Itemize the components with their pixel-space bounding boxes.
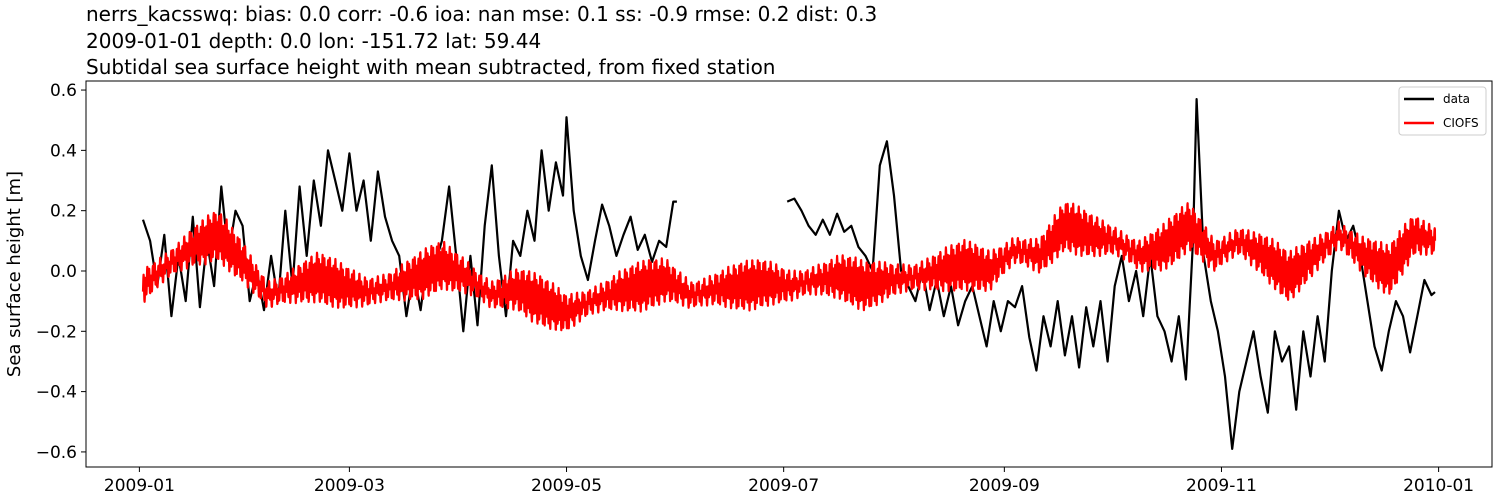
series-line-ciofs-0: [141, 202, 1437, 332]
y-axis-label: Sea surface height [m]: [4, 171, 25, 377]
title-location: 2009-01-01 depth: 0.0 lon: -151.72 lat: …: [86, 29, 542, 53]
legend: data CIOFS: [1398, 86, 1487, 136]
x-tick-label: 2009-03: [314, 476, 385, 496]
x-tick-label: 2009-05: [531, 476, 602, 496]
y-axis: −0.6 −0.4 −0.2 0.0 0.2 0.4 0.6: [36, 81, 86, 463]
x-tick-label: 2009-01: [104, 476, 175, 496]
legend-label-data: data: [1443, 92, 1470, 106]
y-tick-label: 0.6: [50, 81, 77, 101]
y-tick-label: 0.2: [50, 202, 77, 222]
y-tick-label: 0.0: [50, 262, 77, 282]
x-tick-label: 2009-07: [748, 476, 819, 496]
axes-frame: [85, 80, 1493, 468]
title-stats: nerrs_kacsswq: bias: 0.0 corr: -0.6 ioa:…: [86, 2, 878, 26]
y-tick-label: 0.4: [50, 141, 77, 161]
x-tick-label: 2010-01: [1403, 476, 1474, 496]
y-tick-label: −0.2: [36, 322, 77, 342]
series-line-data-1: [786, 97, 1436, 450]
y-tick-label: −0.4: [36, 383, 77, 403]
legend-label-ciofs: CIOFS: [1443, 116, 1479, 130]
y-tick-label: −0.6: [36, 443, 77, 463]
x-tick-label: 2009-11: [1186, 476, 1257, 496]
x-tick-label: 2009-09: [969, 476, 1040, 496]
plot-area: [141, 97, 1437, 450]
chart-title: Subtidal sea surface height with mean su…: [86, 55, 776, 79]
x-axis: 2009-01 2009-03 2009-05 2009-07 2009-09 2009-…: [104, 467, 1474, 496]
